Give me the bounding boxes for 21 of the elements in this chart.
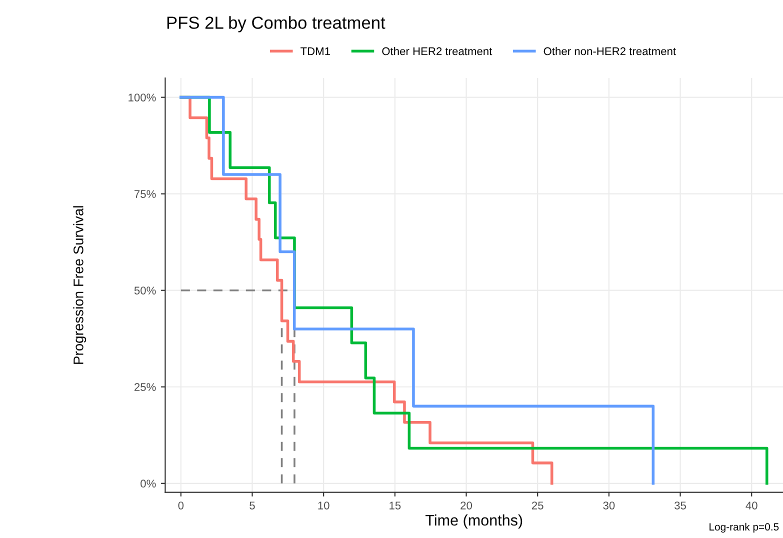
x-tick-label: 40: [746, 502, 758, 510]
legend-label: Other HER2 treatment: [382, 47, 492, 56]
chart-title: PFS 2L by Combo treatment: [167, 16, 386, 32]
y-tick-label: 25%: [134, 383, 156, 392]
x-tick-label: 10: [318, 502, 330, 510]
x-tick-label: 35: [674, 502, 686, 510]
legend-label: Other non-HER2 treatment: [544, 47, 676, 56]
x-tick-label: 5: [250, 502, 255, 510]
y-axis-title: Progression Free Survival: [73, 206, 86, 364]
text: Log-rank p=0.5: [710, 522, 779, 533]
y-tick-label: 0%: [140, 480, 156, 488]
y-tick-label: 50%: [134, 286, 156, 294]
x-tick-label: 25: [532, 502, 544, 510]
y-tick-label: 100%: [128, 94, 156, 102]
legend-label: TDM1: [300, 47, 330, 56]
x-tick-label: 20: [460, 502, 472, 510]
x-tick-label: 15: [390, 502, 401, 510]
x-axis-title: Time (months): [426, 514, 522, 529]
x-tick-label: 30: [603, 502, 615, 510]
y-tick-label: 75%: [134, 190, 156, 198]
x-tick-label: 0: [178, 502, 184, 510]
